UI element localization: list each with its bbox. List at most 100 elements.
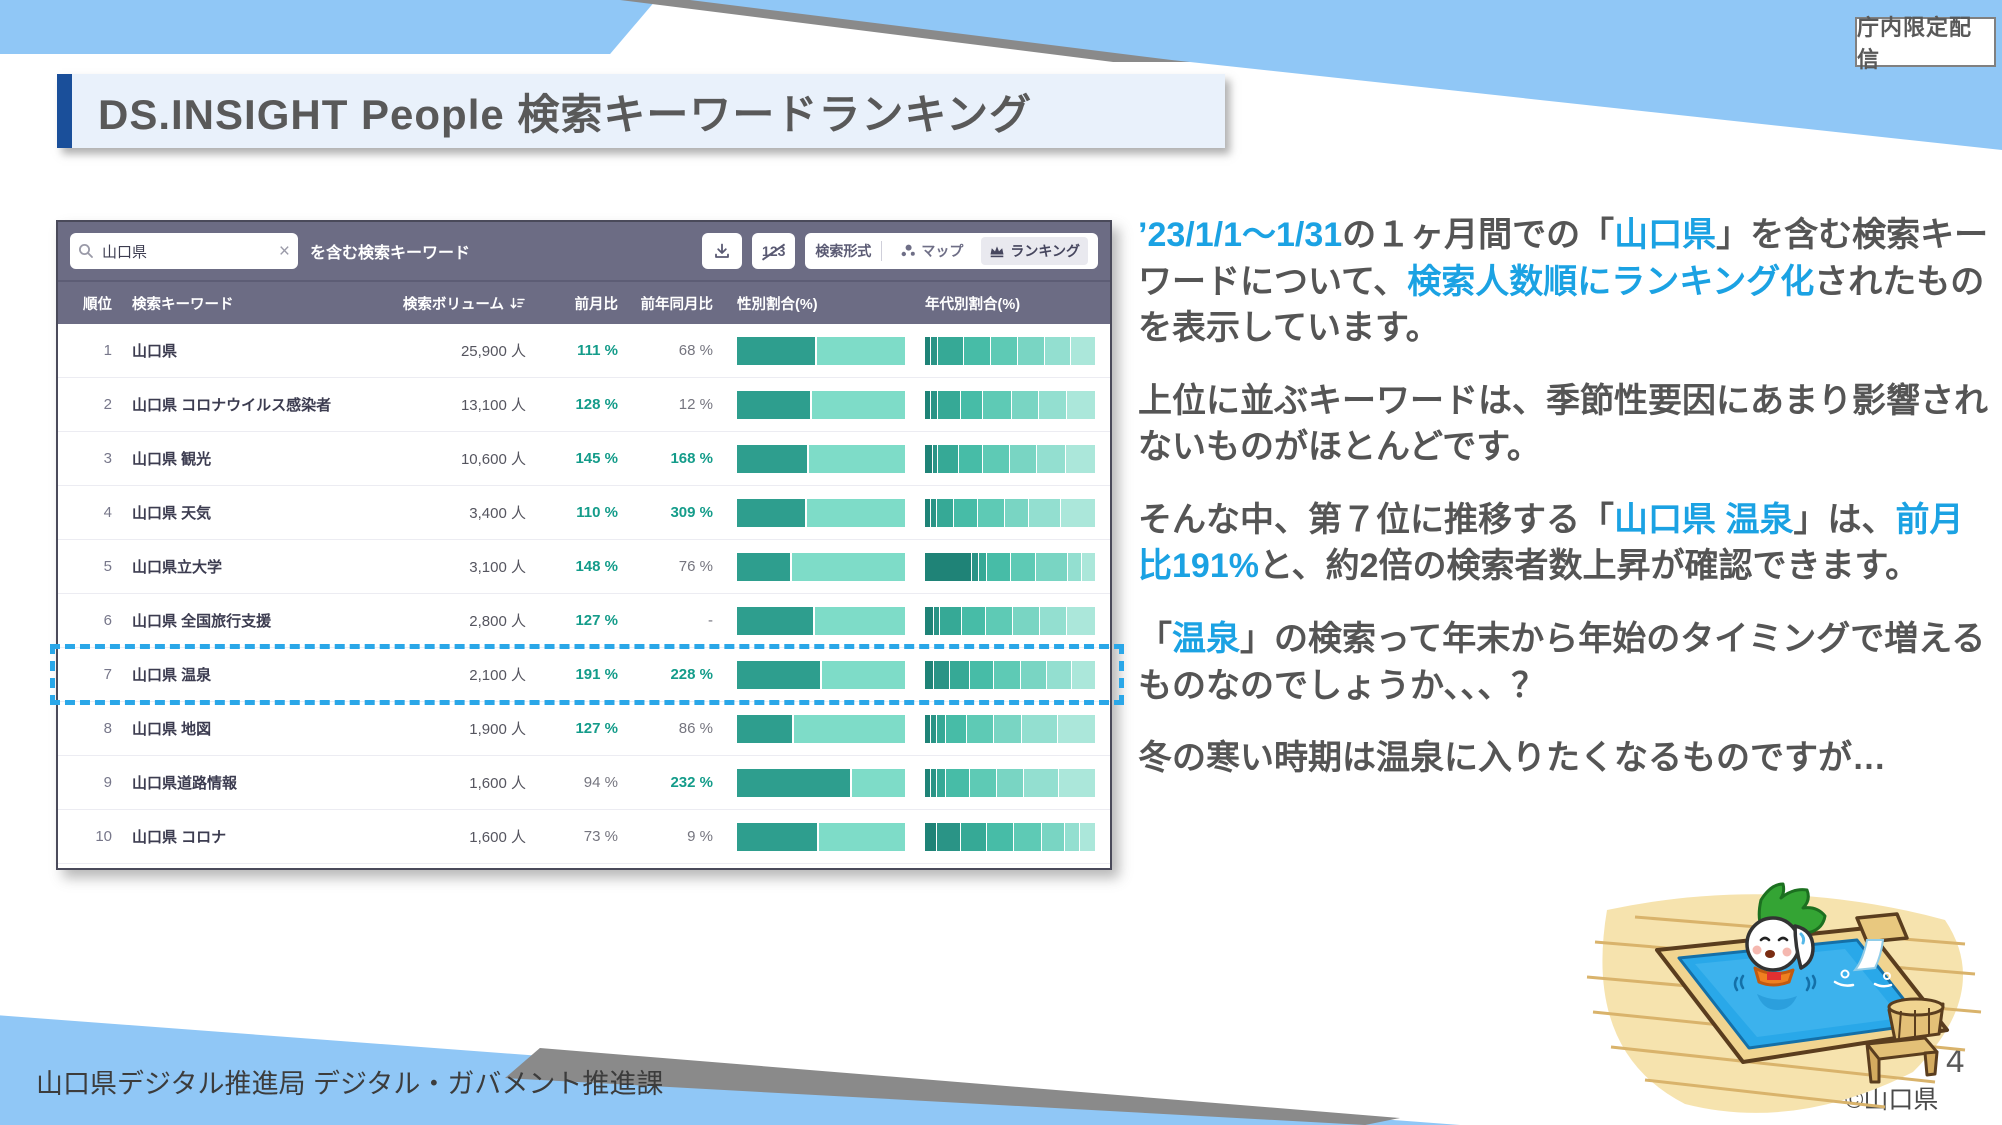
gender-ratio-bar <box>737 822 905 851</box>
rank-cell: 3 <box>103 450 112 467</box>
mom-cell: 73 % <box>583 828 618 845</box>
table-row[interactable]: 1 山口県 25,900 人 111 % 68 % <box>58 324 1110 378</box>
rank-cell: 5 <box>103 558 112 575</box>
keyword-cell: 山口県 天気 <box>132 505 212 522</box>
search-icon <box>78 243 94 259</box>
gender-ratio-bar <box>737 606 905 635</box>
age-ratio-bar <box>925 822 1095 851</box>
gender-ratio-bar <box>737 390 905 419</box>
table-row[interactable]: 8 山口県 地図 1,900 人 127 % 86 % <box>58 702 1110 756</box>
gender-ratio-bar <box>737 444 905 473</box>
map-icon <box>900 243 916 259</box>
header-mom: 前月比 <box>574 296 619 313</box>
yoy-cell: 9 % <box>687 828 713 845</box>
rank-cell: 9 <box>103 774 112 791</box>
keyword-cell: 山口県 地図 <box>132 721 212 738</box>
table-row[interactable]: 7 山口県 温泉 2,100 人 191 % 228 % <box>50 644 1124 705</box>
sort-icon[interactable] <box>510 296 526 311</box>
yoy-cell: 12 % <box>678 396 713 413</box>
commentary-column: ’23/1/1～1/31の１ヶ月間での「山口県」を含む検索キーワードについて、検… <box>1138 212 1990 808</box>
age-ratio-bar <box>925 606 1096 635</box>
rank-cell: 2 <box>103 396 112 413</box>
yoy-cell: 168 % <box>670 450 713 467</box>
ranking-view-label: ランキング <box>1010 243 1080 259</box>
map-view-label: マップ <box>921 243 964 259</box>
header-age: 年代別割合(%) <box>925 296 1021 313</box>
volume-cell: 2,800 人 <box>469 613 526 630</box>
age-ratio-bar <box>925 768 1096 797</box>
mom-cell: 111 % <box>577 342 618 359</box>
volume-cell: 3,100 人 <box>469 559 526 576</box>
yoy-cell: 76 % <box>678 558 713 575</box>
search-suffix-label: を含む検索キーワード <box>310 245 471 262</box>
crown-icon <box>989 244 1005 259</box>
keyword-cell: 山口県 コロナウイルス感染者 <box>132 397 332 414</box>
commentary-paragraph: 上位に並ぶキーワードは、季節性要因にあまり影響されないものがほとんどです。 <box>1138 381 1988 467</box>
mascot-illustration <box>1545 882 1995 1120</box>
age-ratio-bar <box>925 660 1096 689</box>
mom-cell: 127 % <box>575 720 618 737</box>
volume-cell: 2,100 人 <box>469 667 526 684</box>
mom-cell: 127 % <box>575 612 618 629</box>
table-row[interactable]: 3 山口県 観光 10,600 人 145 % 168 % <box>58 432 1110 486</box>
yoy-cell: 68 % <box>678 342 713 359</box>
view-format-label: 検索形式 <box>815 243 872 259</box>
gender-ratio-bar <box>737 498 905 527</box>
search-box[interactable]: × <box>70 233 298 269</box>
ranking-view-button[interactable]: ランキング <box>981 237 1088 265</box>
header-volume-label: 検索ボリューム <box>402 296 504 313</box>
volume-cell: 1,900 人 <box>469 721 526 738</box>
table-body: 1 山口県 25,900 人 111 % 68 % 2 山口県 コロナウイルス感… <box>50 324 1124 864</box>
commentary-paragraph: そんな中、第７位に推移する「山口県 温泉」は、前月比191%と、約2倍の検索者数… <box>1138 500 1964 586</box>
rank-cell: 10 <box>95 828 112 845</box>
yoy-cell: 232 % <box>670 774 713 791</box>
age-ratio-bar <box>925 552 1095 581</box>
divider <box>881 241 883 261</box>
table-header-row: 順位 検索キーワード 検索ボリューム 前月比 前年同月比 性別割合(%) 年代別… <box>58 280 1110 324</box>
gender-ratio-bar <box>737 336 905 365</box>
age-ratio-bar <box>925 336 1095 365</box>
internal-only-badge: 庁内限定配信 <box>1855 15 1996 72</box>
gender-ratio-bar <box>737 660 905 689</box>
yoy-cell: 86 % <box>678 720 713 737</box>
keyword-cell: 山口県立大学 <box>132 559 223 576</box>
rank-cell: 7 <box>103 666 112 683</box>
table-toolbar: × を含む検索キーワード 123 検索形式 マップ <box>58 222 1110 280</box>
map-view-button[interactable]: マップ <box>892 237 971 265</box>
table-row[interactable]: 5 山口県立大学 3,100 人 148 % 76 % <box>58 540 1110 594</box>
table-row[interactable]: 2 山口県 コロナウイルス感染者 13,100 人 128 % 12 % <box>58 378 1110 432</box>
download-button[interactable] <box>702 233 743 269</box>
age-ratio-bar <box>925 444 1096 473</box>
clear-search-icon[interactable]: × <box>278 240 290 262</box>
table-row[interactable]: 9 山口県道路情報 1,600 人 94 % 232 % <box>58 756 1110 810</box>
gender-ratio-bar <box>737 552 905 581</box>
volume-cell: 1,600 人 <box>469 829 526 846</box>
rank-cell: 4 <box>103 504 112 521</box>
yoy-cell: 228 % <box>670 666 713 683</box>
keyword-cell: 山口県 温泉 <box>132 667 212 684</box>
view-toggle-group: 検索形式 マップ ランキング <box>805 233 1098 269</box>
keyword-cell: 山口県 コロナ <box>132 829 227 846</box>
toggle-numbers-button[interactable]: 123 <box>752 233 796 269</box>
volume-cell: 3,400 人 <box>469 505 526 522</box>
yoy-cell: - <box>708 612 713 629</box>
header-rank: 順位 <box>83 296 112 313</box>
commentary-paragraph: 「温泉」の検索って年末から年始のタイミングで増えるものなのでしょうか、、、？ <box>1138 620 1986 705</box>
decor-top-left-band <box>0 0 656 54</box>
table-row[interactable]: 4 山口県 天気 3,400 人 110 % 309 % <box>58 486 1110 540</box>
keyword-cell: 山口県 観光 <box>132 451 212 468</box>
mom-cell: 145 % <box>575 450 618 467</box>
rank-cell: 8 <box>103 720 112 737</box>
volume-cell: 1,600 人 <box>469 775 526 792</box>
slide-title-block: DS.INSIGHT People 検索キーワードランキング <box>57 74 1225 148</box>
rank-cell: 1 <box>103 342 112 359</box>
commentary-paragraph: ’23/1/1～1/31の１ヶ月間での「山口県」を含む検索キーワードについて、検… <box>1138 216 1989 348</box>
age-ratio-bar <box>925 714 1096 743</box>
header-volume: 検索ボリューム <box>396 293 526 314</box>
age-ratio-bar <box>925 390 1096 419</box>
numbers-toggle-icon: 123 <box>758 243 789 259</box>
header-keyword: 検索キーワード <box>132 296 234 313</box>
table-row[interactable]: 6 山口県 全国旅行支援 2,800 人 127 % - <box>58 594 1110 648</box>
search-input[interactable] <box>100 241 273 261</box>
table-row[interactable]: 10 山口県 コロナ 1,600 人 73 % 9 % <box>58 810 1110 864</box>
